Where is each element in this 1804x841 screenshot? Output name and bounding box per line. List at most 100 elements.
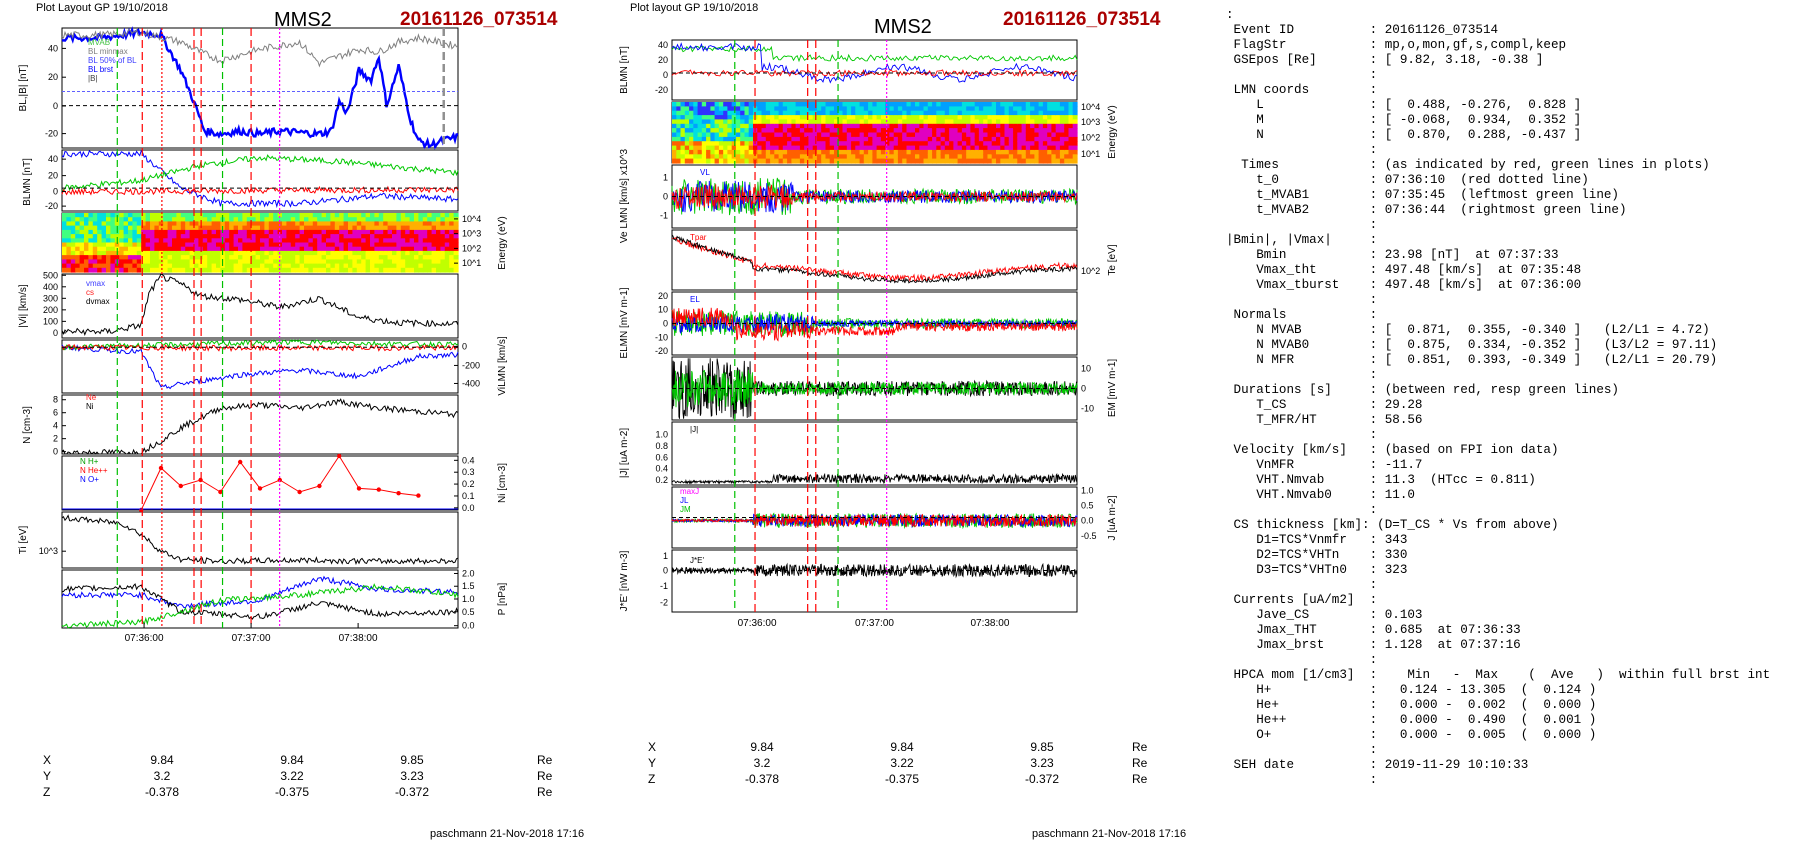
summary-line: N MFR : [ 0.851, 0.393, -0.349 ] (L2/L1 … (1226, 353, 1718, 367)
ytick-label: -1 (660, 581, 668, 591)
ytick-label: 0 (663, 565, 668, 575)
legend-entry: Ni (86, 402, 94, 411)
summary-line: VHT.Nmvab : 11.3 (HTcc = 0.811) (1226, 473, 1536, 487)
panel-frame-BLMN (671, 39, 1078, 101)
coord-unit: Re (537, 753, 553, 767)
coord-value: 9.84 (150, 753, 174, 767)
ytick-label: 0.0 (462, 621, 475, 631)
summary-line: Jave_CS : 0.103 (1226, 608, 1423, 622)
series-ti-ti (61, 514, 459, 566)
ytick-label: 1 (663, 551, 668, 561)
legend-entry: VL (700, 168, 710, 177)
summary-line: |Bmin|, |Vmax| : (1226, 233, 1378, 247)
coord-unit: Re (1132, 772, 1148, 786)
legend-entry: BL 50% of BL (88, 56, 137, 65)
coord-value: 3.2 (153, 769, 171, 783)
panel-frame-J (671, 421, 1078, 486)
legend-entry: |J| (690, 425, 698, 434)
ytick-label: 20 (658, 55, 668, 65)
xtick-label: 07:36:00 (125, 633, 164, 644)
ytick-label: 0 (663, 319, 668, 329)
legend-entry: cs (86, 288, 94, 297)
legend-entry: N O+ (80, 475, 99, 484)
ytick-label: 10 (658, 305, 668, 315)
ytick-label: 1.5 (462, 581, 475, 591)
series-p-pi (61, 583, 459, 629)
ylabel-elmn: ELMN [mV m-1] (619, 287, 630, 358)
ytick-label: 20 (658, 291, 668, 301)
summary-line: He+ : 0.000 - 0.002 ( 0.000 ) (1226, 698, 1597, 712)
coord-row-label: Z (648, 772, 656, 786)
ylabel-p: P [nPa] (497, 582, 508, 615)
series-blmn-bl (671, 42, 1078, 84)
ytick-label: 0.1 (462, 491, 475, 501)
xtick-label: 07:38:00 (970, 618, 1009, 629)
summary-line: Velocity [km/s] : (based on FPI ion data… (1226, 443, 1559, 457)
coord-value: -0.372 (1024, 772, 1060, 786)
series-blmn-bm (61, 154, 459, 192)
ylabel-em: EM [mV m-1] (1107, 359, 1118, 418)
summary-line: Jmax_THT : 0.685 at 07:36:33 (1226, 623, 1521, 637)
summary-line: Jmax_brst : 1.128 at 07:37:16 (1226, 638, 1521, 652)
series-n-ni (61, 398, 459, 455)
summary-line: : (1226, 218, 1378, 232)
coord-row-label: X (648, 740, 657, 754)
ytick-label: 10^2 (462, 243, 481, 253)
coord-row-label: X (43, 753, 52, 767)
ylabel-energy-e: Energy (eV) (1107, 105, 1118, 158)
legend-entry: dvmax (86, 297, 110, 306)
summary-line: GSEpos [Re] : [ 9.82, 3.18, -0.38 ] (1226, 53, 1544, 67)
ytick-label: 10^3 (1081, 117, 1100, 127)
ytick-label: 0.3 (462, 467, 475, 477)
panel-frame-BL (61, 27, 459, 149)
summary-line: D1=TCS*Vnmfr : 343 (1226, 533, 1408, 547)
summary-line: Times : (as indicated by red, green line… (1226, 158, 1710, 172)
coord-value: -0.375 (274, 785, 310, 799)
ytick-label: 40 (48, 154, 58, 164)
series-bl-bl-brst (61, 26, 459, 150)
summary-line: Event ID : 20161126_073514 (1226, 23, 1499, 37)
legend-entry: MVAB (88, 38, 110, 47)
summary-line: : (1226, 293, 1378, 307)
ytick-label: 1 (663, 173, 668, 183)
summary-line: Normals : (1226, 308, 1378, 322)
series-blmn-bn (61, 185, 459, 196)
summary-line: CS thickness [km]: (D=T_CS * Vs from abo… (1226, 518, 1559, 532)
ytick-label: 20 (48, 171, 58, 181)
summary-line: t_MVAB2 : 07:36:44 (rightmost green line… (1226, 203, 1627, 217)
ytick-label: 1.0 (462, 594, 475, 604)
ytick-label: 4 (53, 421, 58, 431)
ytick-label: -20 (45, 201, 58, 211)
summary-line: LMN coords : (1226, 83, 1378, 97)
summary-line: t_0 : 07:36:10 (red dotted line) (1226, 173, 1589, 187)
xtick-label: 07:36:00 (738, 618, 777, 629)
coord-row-label: Z (43, 785, 51, 799)
ytick-label: -10 (655, 332, 668, 342)
coord-value: 9.84 (890, 740, 914, 754)
coord-value: 3.23 (1030, 756, 1054, 770)
summary-line: Currents [uA/m2] : (1226, 593, 1378, 607)
ytick-label: 0.2 (655, 475, 668, 485)
coord-value: 3.22 (890, 756, 914, 770)
summary-line: : (1226, 8, 1234, 22)
series-bl--b- (61, 28, 459, 68)
coord-value: 9.84 (280, 753, 304, 767)
ytick-label: 6 (53, 408, 58, 418)
ylabel-blmn: BLMN [nT] (619, 46, 630, 94)
coord-value: -0.372 (394, 785, 430, 799)
series-e-en (671, 307, 1078, 342)
coord-value: 3.23 (400, 769, 424, 783)
ytick-label: 0.5 (462, 607, 475, 617)
coord-value: -0.378 (144, 785, 180, 799)
ylabel-velmn: Ve LMN [km/s] x10^3 (619, 148, 630, 243)
xtick-label: 07:37:00 (855, 618, 894, 629)
ytick-label: -20 (655, 346, 668, 356)
series-j-abs (671, 472, 1078, 485)
legend-entry: vmax (86, 279, 105, 288)
ytick-label: 0 (53, 101, 58, 111)
ylabel-n: N [cm-3] (22, 406, 33, 444)
ytick-label: -20 (655, 85, 668, 95)
coord-value: 9.84 (750, 740, 774, 754)
ytick-label: -2 (660, 598, 668, 608)
ylabel-te: Te [eV] (1107, 244, 1118, 275)
